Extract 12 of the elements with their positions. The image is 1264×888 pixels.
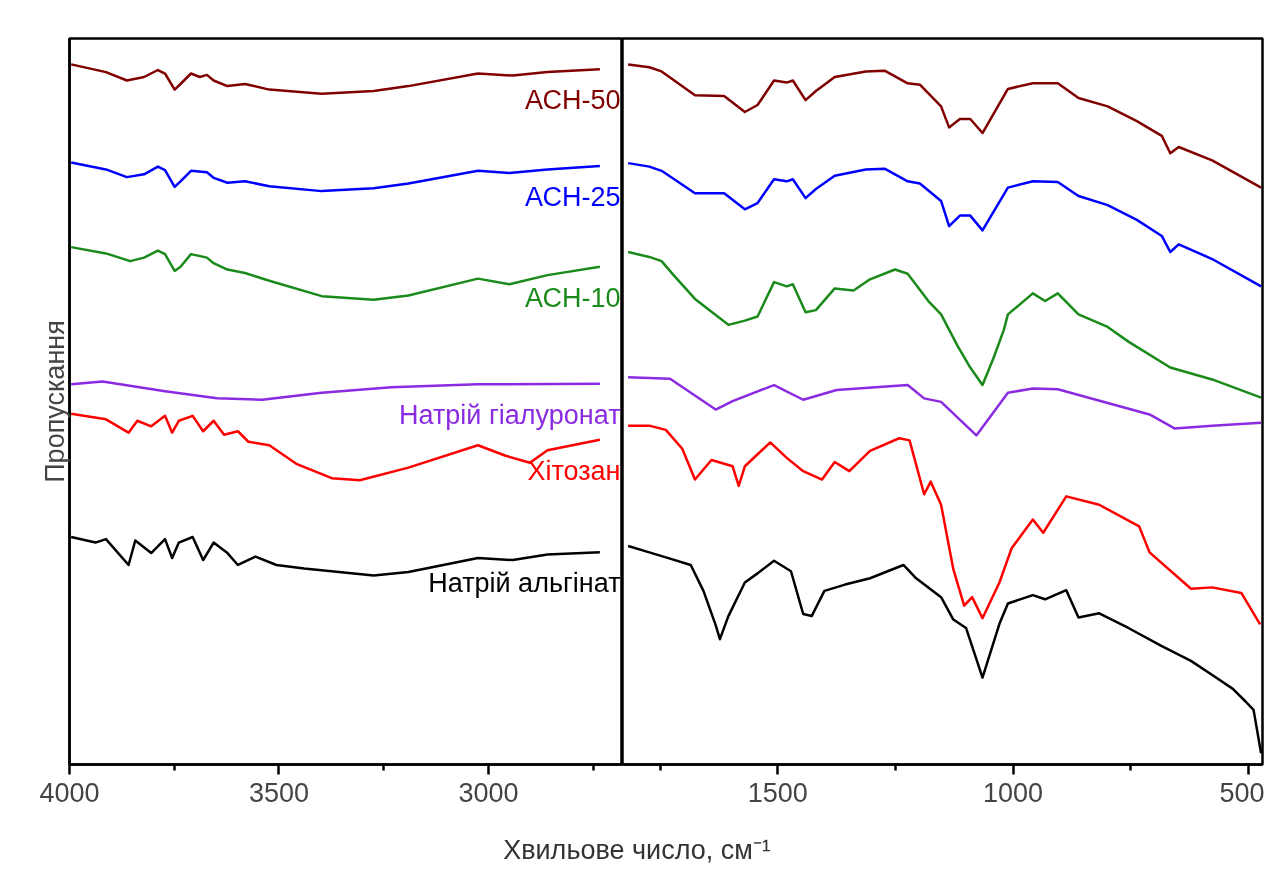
series-label: АСН-25: [525, 181, 621, 212]
x-tick-label: 3500: [248, 777, 310, 808]
series-label: АСН-10: [525, 282, 621, 313]
x-tick-label: 1000: [983, 777, 1044, 808]
x-axis-title: Хвильове число, см⁻¹: [503, 834, 771, 867]
x-tick-label: 3000: [458, 777, 519, 808]
x-tick-label: 1500: [747, 777, 808, 808]
series-label: АСН-50: [525, 85, 621, 116]
x-tick-label: 500: [1219, 777, 1264, 808]
y-axis-title: Пропускання: [39, 320, 70, 483]
series-label: Хітозан: [527, 455, 621, 486]
x-tick-label: 4000: [39, 777, 100, 808]
